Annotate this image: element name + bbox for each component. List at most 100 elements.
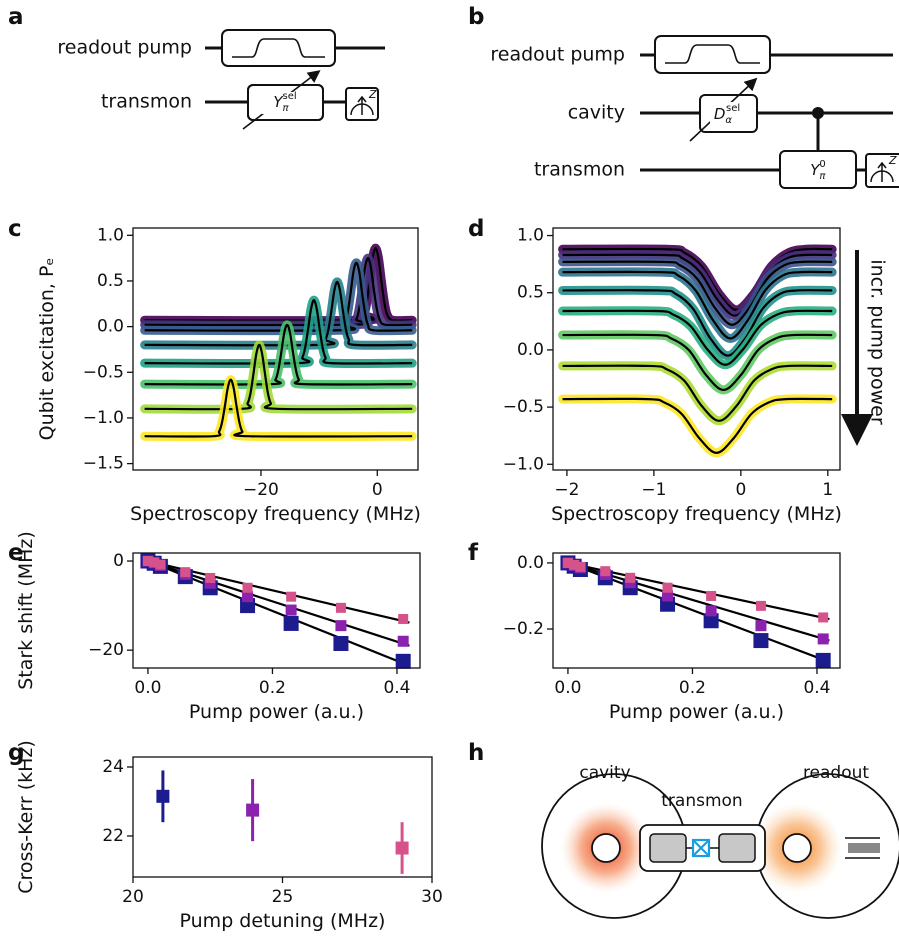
- fit-line: [562, 309, 833, 366]
- marker: [662, 582, 673, 593]
- x-axis-label: Spectroscopy frequency (MHz): [551, 503, 842, 525]
- port: [848, 843, 880, 853]
- fit-line: [562, 253, 833, 317]
- circuit-b: readout pump cavity transmon Dαsel Yπ0 Z: [490, 35, 899, 189]
- marker: [149, 557, 160, 568]
- marker: [818, 612, 829, 623]
- device-label: readout: [803, 763, 869, 783]
- axes-frame: [552, 552, 841, 669]
- gate-box: [779, 150, 857, 189]
- wire-label: cavity: [568, 102, 625, 124]
- fit-line: [144, 299, 413, 365]
- y-tick-label: −1.5: [83, 454, 124, 474]
- x-tick-label: 0.0: [554, 678, 581, 698]
- measure-label: Z: [368, 88, 377, 101]
- gate-sub: α: [725, 115, 732, 126]
- marker: [575, 561, 586, 572]
- panel-letter: f: [468, 540, 479, 566]
- panel-letter: e: [8, 540, 24, 566]
- panel-letter: a: [8, 4, 24, 30]
- wire-label: readout pump: [490, 44, 625, 66]
- fit-line: [562, 289, 833, 357]
- marker: [625, 572, 636, 583]
- gate-symbol: Y: [810, 161, 821, 179]
- panel-letter: h: [468, 740, 484, 766]
- fit-line: [562, 333, 833, 392]
- control-dot: [812, 107, 824, 119]
- plot-area: [558, 244, 837, 458]
- marker: [817, 633, 829, 645]
- fit-line: [562, 364, 833, 422]
- fit-line: [144, 280, 413, 347]
- chart: 20 25 30 22 24 Pump detuning (MHz) Cross-Kerr …: [15, 740, 443, 932]
- pin: [782, 833, 812, 863]
- x-tick-label: 20: [122, 887, 144, 907]
- gate-sup: sel: [726, 103, 740, 114]
- y-tick-label: 1.0: [517, 226, 544, 246]
- axes-frame: [552, 227, 841, 471]
- x-axis-label: Spectroscopy frequency (MHz): [130, 503, 421, 525]
- marker: [285, 604, 297, 616]
- annotation: incr. pump power: [867, 259, 889, 425]
- marker: [705, 605, 717, 617]
- fit-line: [144, 261, 413, 332]
- y-tick-label: −1.0: [83, 408, 124, 428]
- chart: 0.0 0.2 0.4 −20 0 Pump power (a.u.) Stark shif…: [15, 531, 421, 723]
- y-axis-label: Qubit excitation, Pₑ: [36, 258, 58, 441]
- wire-label: transmon: [534, 159, 625, 181]
- marker: [395, 653, 411, 669]
- panel-letter: c: [8, 216, 22, 242]
- gate-label: Yπsel: [273, 91, 296, 114]
- x-tick-label: −1: [641, 480, 666, 500]
- marker: [755, 600, 766, 611]
- gate-label: Dαsel: [714, 103, 740, 126]
- y-tick-label: 24: [102, 757, 124, 777]
- marker: [662, 590, 674, 602]
- gate-bg: [710, 102, 750, 124]
- gate-bg: [262, 92, 312, 114]
- gate-sup: 0: [819, 159, 825, 170]
- panel-letter: d: [468, 216, 484, 242]
- x-axis-label: Pump power (a.u.): [609, 701, 784, 723]
- axes-frame: [132, 227, 419, 471]
- marker: [180, 567, 191, 578]
- marker: [753, 633, 769, 649]
- meter: [870, 161, 894, 183]
- marker: [204, 577, 216, 589]
- gate-sub: π: [819, 171, 826, 182]
- marker: [703, 613, 719, 629]
- x-tick-label: 0.2: [259, 678, 286, 698]
- x-axis-label: Pump power (a.u.): [189, 701, 364, 723]
- x-tick-label: 25: [272, 887, 294, 907]
- x-tick-label: 0.4: [803, 678, 830, 698]
- marker: [398, 613, 409, 624]
- x-tick-label: 1: [822, 480, 833, 500]
- x-tick-label: 0: [735, 480, 746, 500]
- chart: 0.0 0.2 0.4 0.0 −0.2 Pump power (a.u.): [503, 552, 841, 723]
- gate-label: Yπ0: [810, 159, 826, 182]
- fit-line: [562, 397, 833, 454]
- marker: [562, 557, 573, 568]
- y-tick-label: 0.0: [97, 317, 124, 337]
- marker: [335, 620, 347, 632]
- y-axis-label: Cross-Kerr (kHz): [15, 740, 37, 894]
- panel-letter: g: [8, 740, 24, 766]
- marker: [755, 620, 767, 632]
- device-label: cavity: [579, 763, 630, 783]
- y-tick-label: −0.2: [503, 619, 544, 639]
- fit-line: [562, 260, 833, 326]
- x-tick-label: 30: [421, 887, 443, 907]
- pad: [649, 833, 687, 863]
- x-tick-label: 0.0: [134, 678, 161, 698]
- x-tick-label: −2: [554, 480, 579, 500]
- pin: [591, 833, 621, 863]
- axes-frame: [132, 552, 421, 669]
- marker: [569, 559, 580, 570]
- y-tick-label: 0.5: [97, 271, 124, 291]
- gate-sup: sel: [283, 91, 297, 102]
- pulse-shape: [665, 44, 760, 64]
- junction-cross: [692, 839, 710, 857]
- fit-line: [144, 323, 413, 386]
- marker: [242, 582, 253, 593]
